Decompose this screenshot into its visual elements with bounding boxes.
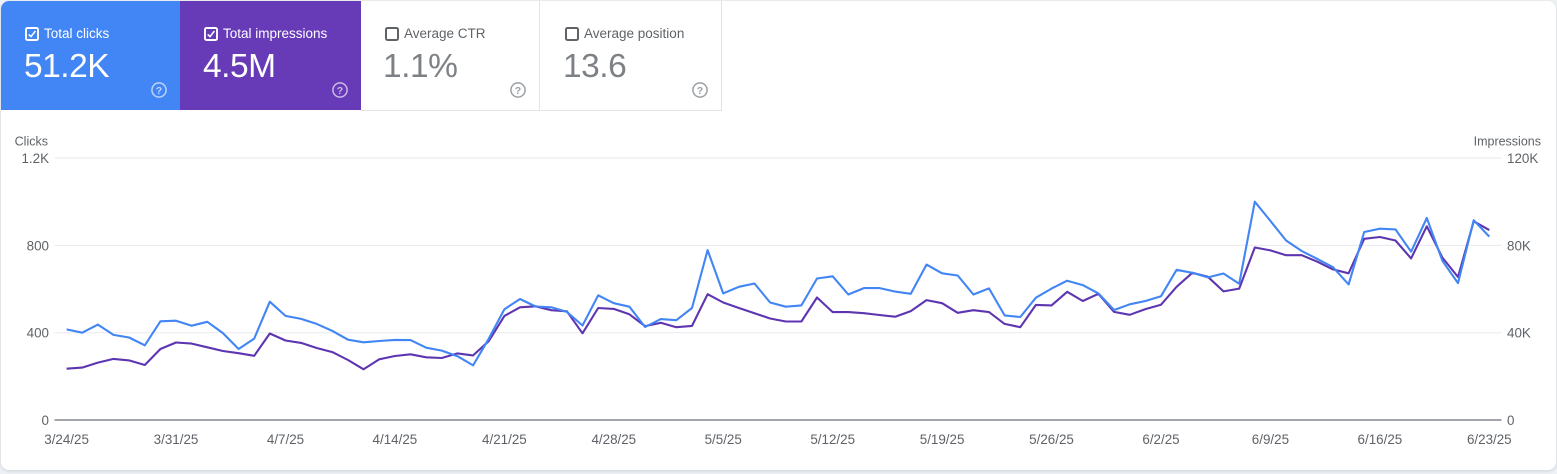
svg-text:5/12/25: 5/12/25 <box>810 432 855 447</box>
svg-text:6/9/25: 6/9/25 <box>1252 432 1289 447</box>
svg-text:0: 0 <box>1507 413 1514 428</box>
svg-text:400: 400 <box>27 326 49 341</box>
svg-text:4/28/25: 4/28/25 <box>591 432 636 447</box>
svg-text:6/2/25: 6/2/25 <box>1142 432 1179 447</box>
svg-text:6/16/25: 6/16/25 <box>1358 432 1403 447</box>
svg-text:?: ? <box>156 85 162 97</box>
svg-text:6/23/25: 6/23/25 <box>1467 432 1512 447</box>
svg-text:3/24/25: 3/24/25 <box>44 432 89 447</box>
svg-text:5/5/25: 5/5/25 <box>705 432 742 447</box>
svg-text:Clicks: Clicks <box>15 135 48 149</box>
svg-text:Impressions: Impressions <box>1474 135 1541 149</box>
svg-text:4/7/25: 4/7/25 <box>267 432 304 447</box>
svg-text:5/26/25: 5/26/25 <box>1029 432 1074 447</box>
svg-text:5/19/25: 5/19/25 <box>920 432 965 447</box>
svg-text:4/21/25: 4/21/25 <box>482 432 527 447</box>
svg-text:1.2K: 1.2K <box>21 151 49 166</box>
svg-text:80K: 80K <box>1507 238 1531 253</box>
svg-text:0: 0 <box>42 413 49 428</box>
svg-text:800: 800 <box>27 238 49 253</box>
svg-text:?: ? <box>697 85 703 97</box>
svg-text:4/14/25: 4/14/25 <box>373 432 418 447</box>
svg-text:3/31/25: 3/31/25 <box>154 432 199 447</box>
svg-text:40K: 40K <box>1507 326 1531 341</box>
svg-text:?: ? <box>515 85 521 97</box>
svg-text:?: ? <box>337 85 343 97</box>
svg-text:120K: 120K <box>1507 151 1538 166</box>
